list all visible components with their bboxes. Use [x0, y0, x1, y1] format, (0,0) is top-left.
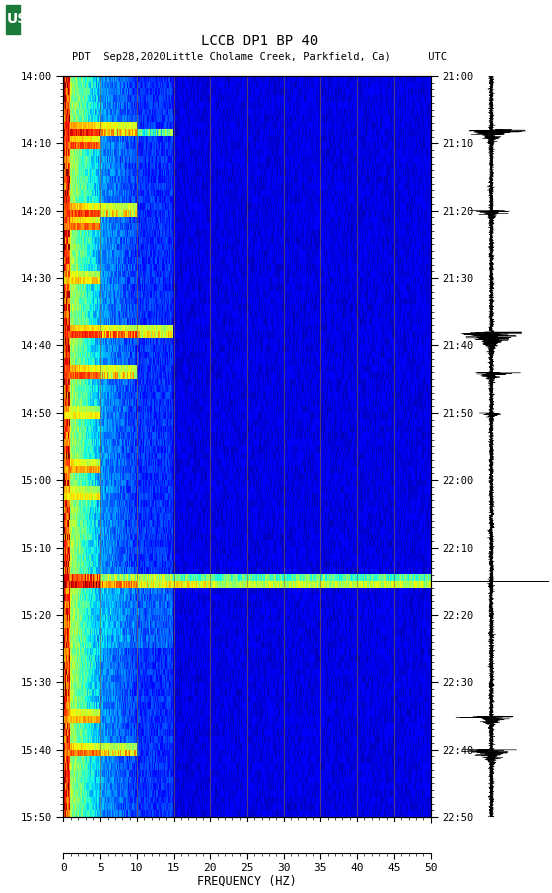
Bar	[6, 5, 20, 34]
X-axis label: FREQUENCY (HZ): FREQUENCY (HZ)	[197, 874, 297, 888]
Text: USGS: USGS	[7, 12, 49, 26]
Text: LCCB DP1 BP 40: LCCB DP1 BP 40	[201, 34, 318, 48]
Text: PDT  Sep28,2020Little Cholame Creek, Parkfield, Ca)      UTC: PDT Sep28,2020Little Cholame Creek, Park…	[72, 52, 447, 62]
